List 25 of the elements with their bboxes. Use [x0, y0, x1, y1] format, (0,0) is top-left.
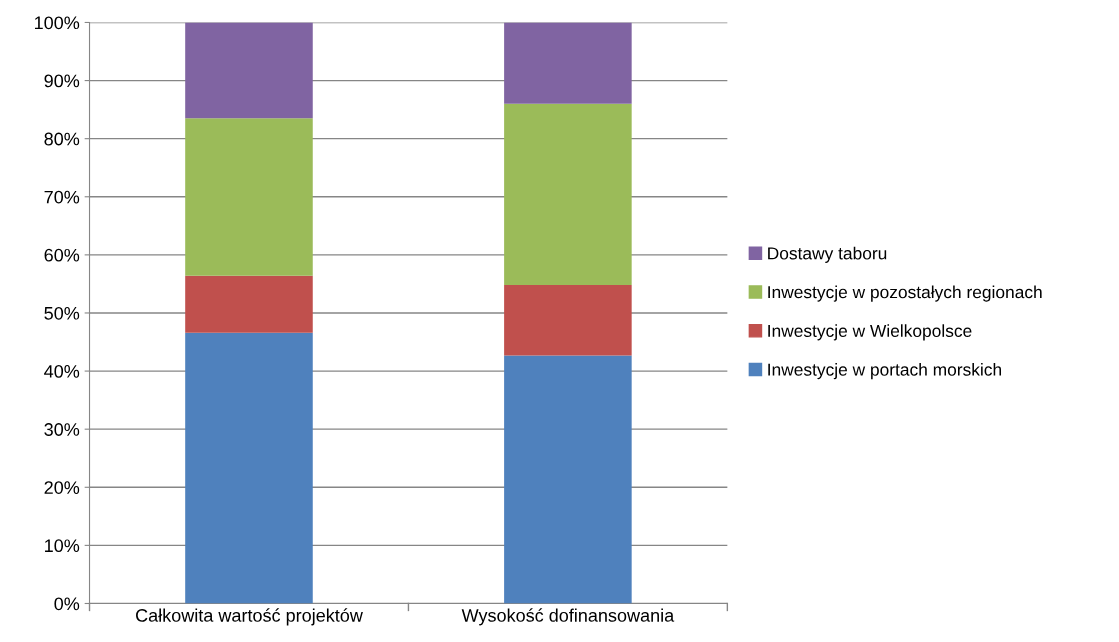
legend-label: Dostawy taboru	[768, 246, 887, 263]
y-tick-label: 10%	[45, 539, 80, 553]
bar	[185, 275, 313, 333]
legend-label: Inwestycje w portach morskich	[768, 363, 1002, 380]
legend-label: Inwestycje w pozostałych regionach	[768, 285, 1042, 302]
bar	[504, 103, 632, 286]
bar	[504, 22, 632, 104]
y-tick-label: 30%	[44, 423, 80, 436]
y-tick-label: 100%	[35, 16, 80, 30]
y-tick-label: 60%	[44, 248, 80, 262]
bar	[504, 285, 632, 356]
y-tick-label: 0%	[54, 597, 80, 611]
x-tick-label: Całkowita wartość projektów	[136, 608, 363, 626]
bar	[185, 332, 313, 604]
y-tick-label: 80%	[44, 132, 80, 146]
y-tick-label: 90%	[44, 74, 80, 88]
bar	[185, 22, 313, 119]
x-tick-label: Wysokość dofinansowania	[461, 608, 675, 626]
legend-label: Inwestycje w Wielkopolsce	[768, 324, 972, 341]
bar	[185, 118, 313, 276]
y-tick-label: 20%	[44, 481, 80, 494]
y-tick-label: 70%	[44, 190, 80, 204]
bar	[504, 355, 632, 604]
y-tick-label: 40%	[44, 365, 80, 378]
y-tick-label: 50%	[44, 306, 80, 320]
